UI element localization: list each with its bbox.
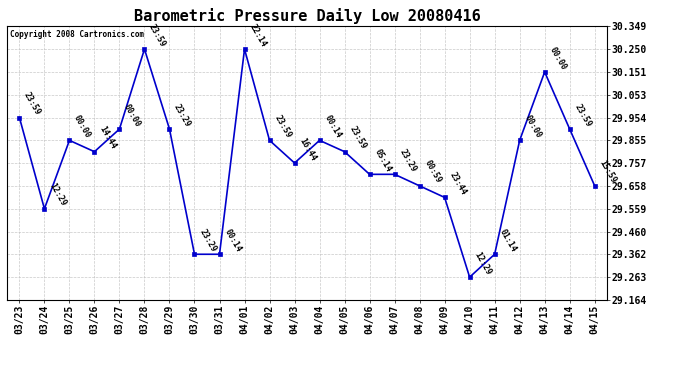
Text: 23:59: 23:59 [347,125,368,151]
Text: 00:14: 00:14 [222,227,243,254]
Text: 23:59: 23:59 [573,102,593,128]
Text: 12:29: 12:29 [473,250,493,276]
Text: 00:14: 00:14 [322,114,343,140]
Text: 23:59: 23:59 [22,91,43,117]
Text: 23:44: 23:44 [447,171,468,196]
Text: 00:00: 00:00 [522,114,543,140]
Text: 23:29: 23:29 [397,147,417,174]
Text: 14:44: 14:44 [97,125,117,151]
Text: 23:59: 23:59 [273,114,293,140]
Title: Barometric Pressure Daily Low 20080416: Barometric Pressure Daily Low 20080416 [134,8,480,24]
Text: 16:44: 16:44 [297,136,317,162]
Text: 23:29: 23:29 [172,102,193,128]
Text: 00:00: 00:00 [72,114,92,140]
Text: 22:14: 22:14 [247,22,268,48]
Text: 15:59: 15:59 [598,159,618,185]
Text: 05:14: 05:14 [373,147,393,174]
Text: 12:29: 12:29 [47,182,68,208]
Text: 23:59: 23:59 [147,22,168,48]
Text: 01:14: 01:14 [497,227,518,254]
Text: 23:29: 23:29 [197,227,217,254]
Text: Copyright 2008 Cartronics.com: Copyright 2008 Cartronics.com [10,30,144,39]
Text: 00:59: 00:59 [422,159,443,185]
Text: 00:00: 00:00 [547,45,568,71]
Text: 00:00: 00:00 [122,102,143,128]
